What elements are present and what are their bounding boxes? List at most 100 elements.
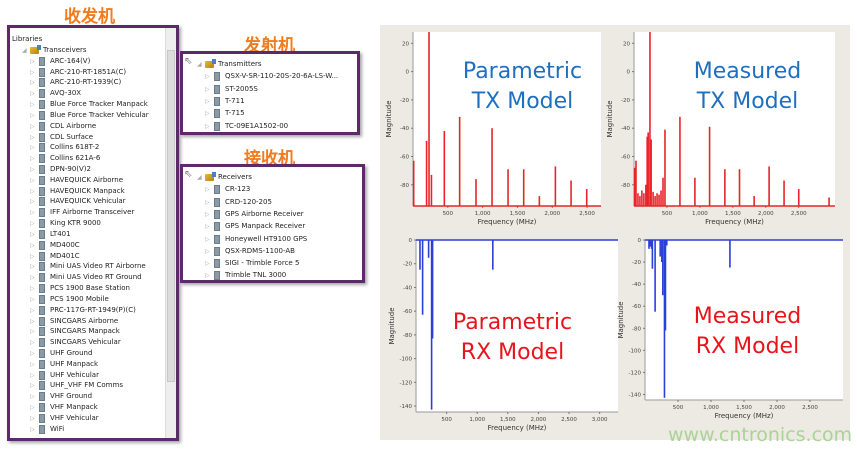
x-tick-label: 500 xyxy=(441,417,452,423)
tree-item-label: King KTR 9000 xyxy=(50,219,101,228)
expand-arrow-icon[interactable]: ▷ xyxy=(205,73,210,81)
x-tick-label: 2,500 xyxy=(791,211,807,217)
y-tick-label: -40 xyxy=(403,285,412,291)
overlay-line: RX Model xyxy=(460,340,565,365)
expand-arrow-icon[interactable]: ▷ xyxy=(30,263,35,271)
x-tick-label: 2,000 xyxy=(769,405,785,411)
expand-arrow-icon[interactable]: ▷ xyxy=(30,404,35,412)
expand-arrow-icon[interactable]: ▷ xyxy=(30,285,35,293)
device-icon xyxy=(39,197,45,207)
expand-arrow-icon[interactable]: ▷ xyxy=(30,111,35,119)
expand-arrow-icon[interactable]: ▷ xyxy=(30,295,35,303)
expand-arrow-icon[interactable]: ▷ xyxy=(30,101,35,109)
device-icon xyxy=(39,186,45,196)
expand-arrow-icon[interactable]: ▷ xyxy=(30,274,35,282)
device-icon xyxy=(39,338,45,348)
collapse-arrow-icon[interactable]: ◢ xyxy=(22,47,27,54)
device-icon xyxy=(39,284,45,294)
tree-item-label: MD401C xyxy=(50,251,80,260)
expand-arrow-icon[interactable]: ▷ xyxy=(30,57,35,65)
expand-arrow-icon[interactable]: ▷ xyxy=(30,155,35,163)
tree-item-label: AVQ-30X xyxy=(50,89,82,98)
tree-item-label: HAVEQUICK Manpack xyxy=(50,186,125,195)
expand-arrow-icon[interactable]: ▷ xyxy=(30,306,35,314)
expand-arrow-icon[interactable]: ▷ xyxy=(30,414,35,422)
expand-arrow-icon[interactable]: ▷ xyxy=(30,393,35,401)
expand-arrow-icon[interactable]: ▷ xyxy=(30,166,35,174)
x-axis-label: Frequency (MHz) xyxy=(488,424,547,432)
expand-arrow-icon[interactable]: ▷ xyxy=(30,360,35,368)
expand-arrow-icon[interactable]: ▷ xyxy=(30,252,35,260)
expand-arrow-icon[interactable]: ▷ xyxy=(30,425,35,433)
tree-item-label: T-715 xyxy=(225,109,245,118)
overlay-line: Parametric xyxy=(462,59,583,84)
expand-arrow-icon[interactable]: ▷ xyxy=(30,349,35,357)
expand-arrow-icon[interactable]: ▷ xyxy=(30,90,35,98)
expand-arrow-icon[interactable]: ▷ xyxy=(30,209,35,217)
device-icon xyxy=(39,316,45,326)
x-tick-label: 500 xyxy=(662,211,673,217)
expand-arrow-icon[interactable]: ▷ xyxy=(30,220,35,228)
expand-arrow-icon[interactable]: ▷ xyxy=(205,198,210,206)
x-axis-label: Frequency (MHz) xyxy=(705,218,764,226)
expand-arrow-icon[interactable]: ▷ xyxy=(205,235,210,243)
y-tick-label: -20 xyxy=(403,262,412,268)
tree-item-label: UHF_VHF FM Comms xyxy=(50,381,123,390)
expand-arrow-icon[interactable]: ▷ xyxy=(30,241,35,249)
tree-item-label: SINCGARS Vehicular xyxy=(50,338,121,347)
expand-arrow-icon[interactable]: ▷ xyxy=(30,144,35,152)
collapse-arrow-icon[interactable]: ◢ xyxy=(197,61,202,68)
scrollbar[interactable] xyxy=(165,28,176,438)
tree-item-label: HAVEQUICK Airborne xyxy=(50,175,124,184)
libraries-tree-panel: Libraries ◢ Transceivers ▷ ARC-164(V) ▷ ARC-2… xyxy=(7,25,179,441)
device-icon xyxy=(39,219,45,229)
expand-arrow-icon[interactable]: ▷ xyxy=(30,230,35,238)
expand-arrow-icon[interactable]: ▷ xyxy=(30,68,35,76)
expand-arrow-icon[interactable]: ▷ xyxy=(205,186,210,194)
expand-arrow-icon[interactable]: ▷ xyxy=(30,328,35,336)
expand-arrow-icon[interactable]: ▷ xyxy=(30,371,35,379)
expand-arrow-icon[interactable]: ▷ xyxy=(205,223,210,231)
expand-arrow-icon[interactable]: ▷ xyxy=(205,110,210,118)
overlay-line: TX Model xyxy=(471,89,574,114)
collapse-arrow-icon[interactable]: ◢ xyxy=(197,174,202,181)
device-icon xyxy=(214,96,220,106)
tree-root-transmitters[interactable]: ◢ Transmitters xyxy=(197,59,337,70)
scrollbar-thumb[interactable] xyxy=(167,50,175,382)
plot-area xyxy=(634,32,835,206)
tree-item-label: GPS Airborne Receiver xyxy=(225,209,304,218)
spectrum-chart: 0 -20 -40 -60 -80 -100 -120 -140 500 1,000 1,500 2,… xyxy=(617,238,843,420)
device-icon xyxy=(214,209,220,219)
expand-arrow-icon[interactable]: ▷ xyxy=(205,122,210,130)
x-tick-label: 1,000 xyxy=(475,211,491,217)
expand-arrow-icon[interactable]: ▷ xyxy=(205,260,210,268)
expand-arrow-icon[interactable]: ▷ xyxy=(205,97,210,105)
expand-arrow-icon[interactable]: ▷ xyxy=(205,210,210,218)
expand-arrow-icon[interactable]: ▷ xyxy=(30,198,35,206)
y-tick-label: -60 xyxy=(403,309,412,315)
expand-arrow-icon[interactable]: ▷ xyxy=(30,382,35,390)
device-icon xyxy=(214,222,220,232)
y-tick-label: -140 xyxy=(400,404,413,410)
y-axis-label: Magnitude xyxy=(388,307,396,344)
expand-arrow-icon[interactable]: ▷ xyxy=(30,187,35,195)
expand-arrow-icon[interactable]: ▷ xyxy=(30,339,35,347)
tree-item-label: PRC-117G-RT-1949(P)(C) xyxy=(50,305,136,314)
expand-arrow-icon[interactable]: ▷ xyxy=(30,133,35,141)
device-icon xyxy=(39,132,45,142)
device-icon xyxy=(39,143,45,153)
expand-arrow-icon[interactable]: ▷ xyxy=(30,122,35,130)
expand-arrow-icon[interactable]: ▷ xyxy=(30,317,35,325)
tree-root-libraries[interactable]: ◢ Transceivers xyxy=(22,45,162,56)
transmitters-tree-panel: ⇖ ◢ Transmitters ▷ QSX-V-SR-110-20S-20-6A-LS… xyxy=(180,51,360,135)
tree-root-label: Transceivers xyxy=(43,46,87,54)
expand-arrow-icon[interactable]: ▷ xyxy=(30,79,35,87)
device-icon xyxy=(39,348,45,358)
device-icon xyxy=(39,110,45,120)
device-icon xyxy=(39,208,45,218)
tree-root-receivers[interactable]: ◢ Receivers xyxy=(197,172,337,183)
expand-arrow-icon[interactable]: ▷ xyxy=(30,176,35,184)
expand-arrow-icon[interactable]: ▷ xyxy=(205,85,210,93)
expand-arrow-icon[interactable]: ▷ xyxy=(205,272,210,280)
expand-arrow-icon[interactable]: ▷ xyxy=(205,247,210,255)
